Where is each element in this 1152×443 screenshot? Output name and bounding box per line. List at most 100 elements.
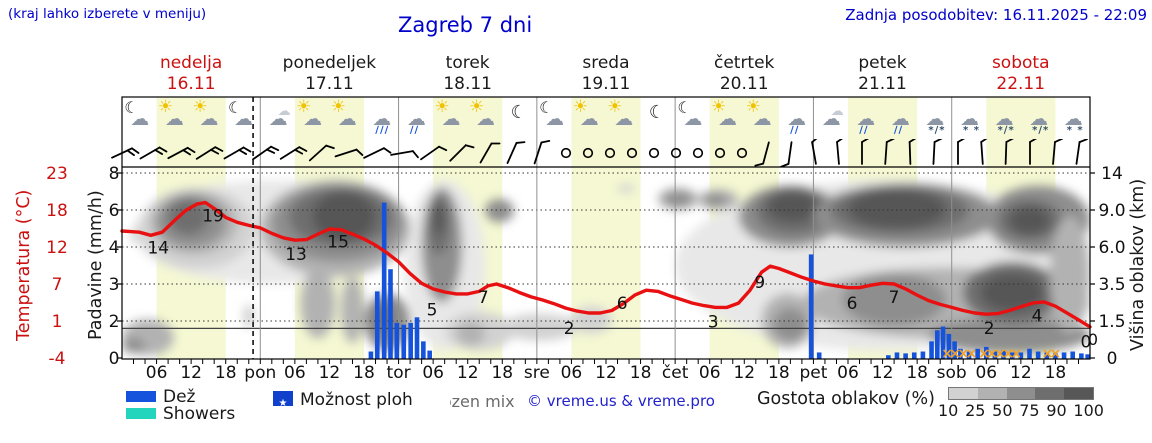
weather-icon-cloud-snow: ☁ * * [952, 98, 986, 140]
svg-text:18: 18 [1045, 363, 1067, 383]
chance-of-showers-label: Možnost ploh [300, 390, 450, 410]
drizzle-marks-icon: ∕∕ [790, 125, 800, 136]
svg-text:06: 06 [561, 363, 583, 383]
svg-text:čet: čet [662, 363, 689, 383]
svg-text:6.0: 6.0 [1098, 238, 1125, 258]
day-header-row: nedelja 16.11 ponedeljek 17.11 torek 18.11 sre… [122, 53, 1090, 97]
svg-text:18: 18 [906, 363, 928, 383]
cloud-icon: ☁ [476, 108, 495, 130]
wind-barb-icon [884, 139, 895, 165]
svg-text:3: 3 [708, 313, 719, 333]
cloud-icon: ☁ [890, 108, 910, 130]
cloud-icon: ☁ [199, 108, 219, 130]
weather-icon-cloud-drizzle: ☁ ∕∕ [883, 98, 917, 140]
cloud-density-legend-label: Gostota oblakov (%) [757, 389, 935, 409]
day-header-torek: torek 18.11 [399, 53, 537, 97]
svg-text:18: 18 [353, 363, 375, 383]
weather-icon-sun-cloud: ☀ ☁ [710, 97, 744, 140]
svg-text:19: 19 [202, 207, 224, 227]
svg-text:×: × [957, 346, 969, 362]
day-name: sreda [582, 53, 630, 73]
sleet-marks-icon: *∕* [928, 125, 946, 136]
star-icon: ★ [278, 398, 288, 409]
svg-text:×: × [1050, 346, 1062, 362]
small-cloud-icon: ☁ [830, 104, 844, 119]
drizzle-marks-icon: ∕∕ [893, 125, 904, 136]
cloud-icon: ☁ [787, 108, 807, 130]
wind-barb-icon [308, 144, 335, 162]
weather-icon-moon-cloud: ☾ ☁ [226, 98, 260, 140]
moon-icon: ☾ [648, 102, 665, 123]
svg-text:2: 2 [564, 319, 575, 339]
wind-barb-icon [1029, 139, 1038, 165]
svg-text:×: × [994, 346, 1006, 362]
moon-icon: ☾ [539, 98, 554, 117]
cloud-icon: ☁ [1063, 108, 1083, 130]
moon-icon: ☾ [124, 98, 139, 117]
wind-barb-icon [139, 146, 168, 160]
showers-legend-label: Showers [163, 404, 236, 424]
sun-icon: ☀ [607, 97, 623, 117]
cloud-icon: ☁ [856, 108, 876, 130]
moon-icon: ☾ [228, 98, 243, 117]
svg-text:0: 0 [1107, 349, 1118, 369]
chance-of-showers-marker: ★ [273, 391, 293, 409]
weather-icon-sun-cloud: ☀ ☁ [468, 97, 502, 140]
wind-barb-icon [1004, 139, 1015, 165]
rain-marks-icon: ∕∕∕ [375, 125, 390, 136]
cloud-icon: ☁ [821, 108, 841, 130]
wind-barb-icon [754, 141, 770, 167]
weather-icon-sun-cloud: ☀ ☁ [606, 97, 640, 140]
sun-icon: ☀ [745, 97, 761, 117]
cloud-cover-layer [122, 180, 1090, 356]
svg-text:tor: tor [387, 363, 411, 383]
frozen-mix-markers: ×××× ××××× ×× [941, 346, 1061, 362]
page-title: Zagreb 7 dni [398, 13, 533, 37]
day-header-sobota: sobota 22.11 [952, 53, 1090, 97]
day-name: ponedeljek [282, 53, 377, 73]
day-date: 22.11 [996, 74, 1046, 94]
svg-text:12: 12 [733, 363, 755, 383]
weather-icon-moon-cloud: ☾ ☁ [537, 98, 571, 140]
cloud-icon: ☁ [994, 108, 1014, 130]
density-segment-5 [1064, 388, 1093, 399]
svg-text:-4: -4 [49, 349, 66, 369]
svg-text:2: 2 [109, 312, 120, 332]
cloud-icon: ☁ [545, 108, 565, 130]
density-tick-label: 75 [1019, 401, 1040, 420]
wind-barb-icon [811, 139, 820, 165]
temperature-value-labels: 14 19 13 15 5 7 2 6 3 9 6 7 2 4 0 [147, 207, 1091, 353]
snow-marks-icon: * * [1066, 125, 1084, 136]
moon-icon: ☾ [510, 102, 527, 123]
density-tick-label: 90 [1046, 401, 1067, 420]
svg-text:15: 15 [327, 233, 349, 253]
wind-barb-icon [390, 150, 419, 159]
sleet-marks-icon: *∕* [997, 125, 1015, 136]
svg-text:12: 12 [457, 363, 479, 383]
day-header-petek: petek 21.11 [813, 53, 951, 97]
svg-text:06: 06 [146, 363, 168, 383]
density-segment-2 [977, 388, 1007, 399]
showers-legend-swatch [126, 408, 156, 419]
svg-text:18: 18 [768, 363, 790, 383]
svg-text:×: × [1010, 346, 1022, 362]
svg-text:12: 12 [872, 363, 894, 383]
svg-text:06: 06 [837, 363, 859, 383]
day-name: petek [858, 53, 907, 73]
day-name: nedelja [159, 53, 223, 73]
weather-icon-cloud-sleet: ☁ *∕* [917, 98, 951, 140]
copyright-link[interactable]: © vreme.us & vreme.pro [527, 392, 715, 410]
cloud-icon: ☁ [718, 108, 737, 130]
svg-text:14: 14 [1101, 164, 1123, 184]
svg-text:9.0: 9.0 [1098, 201, 1125, 221]
svg-text:18: 18 [215, 363, 237, 383]
weather-icon-moon-cloud: ☾ ☁ [675, 98, 709, 140]
svg-text:0: 0 [1081, 332, 1092, 352]
calm-wind-icon [692, 147, 704, 159]
svg-text:8: 8 [109, 164, 120, 184]
svg-text:7: 7 [478, 288, 489, 308]
cloud-icon: ☁ [234, 108, 253, 130]
cloud-icon: ☁ [683, 108, 703, 130]
menu-hint: (kraj lahko izberete v meniju) [8, 6, 207, 22]
